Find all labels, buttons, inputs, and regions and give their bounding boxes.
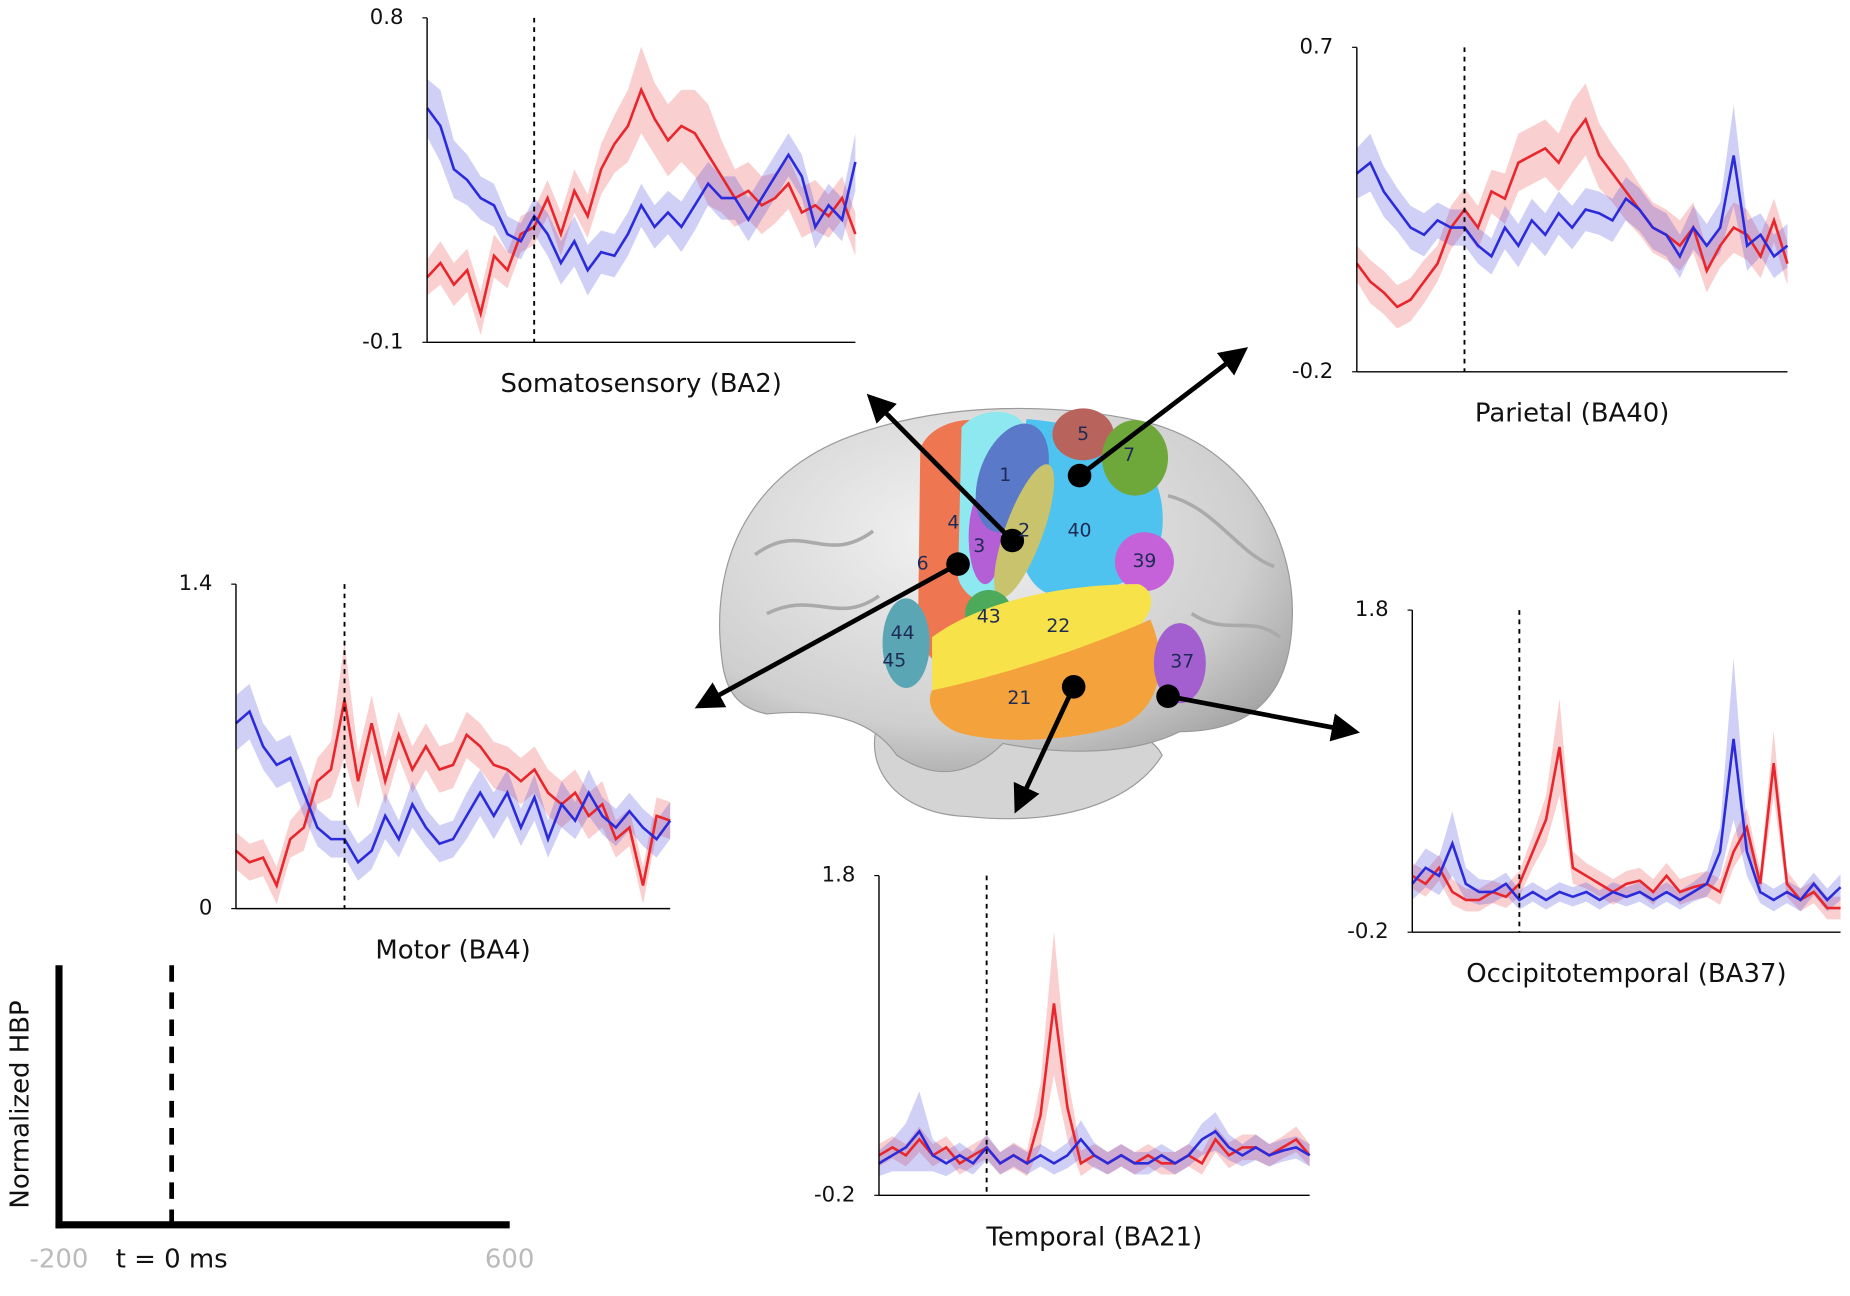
area-5 <box>1052 408 1114 461</box>
y-tick-label: -0.2 <box>1292 359 1333 384</box>
arrow <box>1078 347 1249 478</box>
legend-y-label: Normalized HBP <box>6 1000 36 1208</box>
y-tick-label: 1.8 <box>1355 597 1389 622</box>
y-tick-label: 1.8 <box>822 863 856 888</box>
arrow <box>866 393 1014 543</box>
y-tick-label: 0.8 <box>370 5 404 30</box>
region-label: 39 <box>1132 550 1156 572</box>
y-tick-label: 1.4 <box>179 571 213 596</box>
area-22 <box>932 584 1152 691</box>
region-label: 21 <box>1007 687 1031 709</box>
scale-legend: Normalized HBP -200 t = 0 ms 600 <box>6 965 535 1275</box>
error-band <box>427 46 856 336</box>
region-label: 40 <box>1068 520 1092 542</box>
region-label: 6 <box>917 553 929 575</box>
x-axis-label: Somatosensory (BA2) <box>501 369 782 399</box>
data-line <box>1411 746 1841 910</box>
data-line <box>235 709 672 865</box>
region-label: 1 <box>999 464 1011 486</box>
line-chart: 1.8 -0.2 Occipitotemporal (BA37) <box>1347 597 1842 989</box>
area-2 <box>994 464 1055 598</box>
sulci <box>754 493 1282 639</box>
data-line <box>1356 155 1789 260</box>
y-tick-label: -0.2 <box>1347 919 1388 944</box>
region-label: 5 <box>1077 423 1089 445</box>
origin-dot <box>1156 684 1180 709</box>
legend-x-tick-label: t = 0 ms <box>116 1245 228 1275</box>
region-label: 44 <box>891 622 915 644</box>
data-line <box>426 86 857 319</box>
region-label: 3 <box>973 535 985 557</box>
data-line <box>426 107 857 273</box>
line-chart: 1.4 0 Motor (BA4) <box>179 571 672 966</box>
y-tick-label: 0 <box>199 896 213 921</box>
error-band <box>1412 658 1841 912</box>
error-band <box>1412 698 1841 920</box>
y-tick-label: -0.1 <box>362 329 403 354</box>
area-37 <box>1153 623 1206 704</box>
area-44-45 <box>882 598 930 688</box>
origin-dot <box>1000 528 1025 553</box>
region-label: 7 <box>1123 444 1135 466</box>
area-21 <box>929 619 1160 740</box>
region-label: 43 <box>977 606 1001 628</box>
line-chart: 0.8 -0.1 Somatosensory (BA2) <box>362 5 857 399</box>
area-39 <box>1114 532 1174 592</box>
origin-dot <box>946 552 970 576</box>
arrow-origins <box>946 463 1180 709</box>
x-axis-label: Parietal (BA40) <box>1475 399 1670 429</box>
brain-illustration <box>719 407 1294 820</box>
region-label: 45 <box>882 649 906 671</box>
data-line <box>1411 738 1842 902</box>
error-band <box>1356 83 1788 329</box>
error-band <box>427 79 856 296</box>
arrow <box>1013 685 1076 814</box>
legend-x-tick-label: 600 <box>485 1245 535 1275</box>
region-label: 2 <box>1018 520 1030 542</box>
region-label: 4 <box>947 511 959 533</box>
legend-x-tick-label: -200 <box>30 1245 89 1275</box>
line-chart: 0.7 -0.2 Parietal (BA40) <box>1292 34 1789 429</box>
region-label: 22 <box>1046 615 1070 637</box>
data-line <box>1355 116 1789 309</box>
origin-dot <box>1061 674 1086 699</box>
arrow <box>1167 693 1361 742</box>
y-tick-label: 0.7 <box>1299 34 1333 59</box>
area-7 <box>1101 420 1169 496</box>
data-line <box>878 1129 1311 1166</box>
arrow <box>694 562 960 709</box>
error-band <box>878 931 1310 1177</box>
line-chart: 1.8 -0.2 Temporal (BA21) <box>814 863 1311 1252</box>
y-tick-label: -0.2 <box>814 1182 855 1207</box>
region-label: 37 <box>1170 651 1194 673</box>
error-band <box>878 1091 1310 1177</box>
arrows <box>694 347 1361 814</box>
origin-dot <box>1067 463 1092 488</box>
error-band <box>1356 105 1788 279</box>
x-axis-label: Temporal (BA21) <box>985 1222 1202 1252</box>
x-axis-label: Occipitotemporal (BA37) <box>1466 959 1786 989</box>
x-axis-label: Motor (BA4) <box>375 936 530 966</box>
